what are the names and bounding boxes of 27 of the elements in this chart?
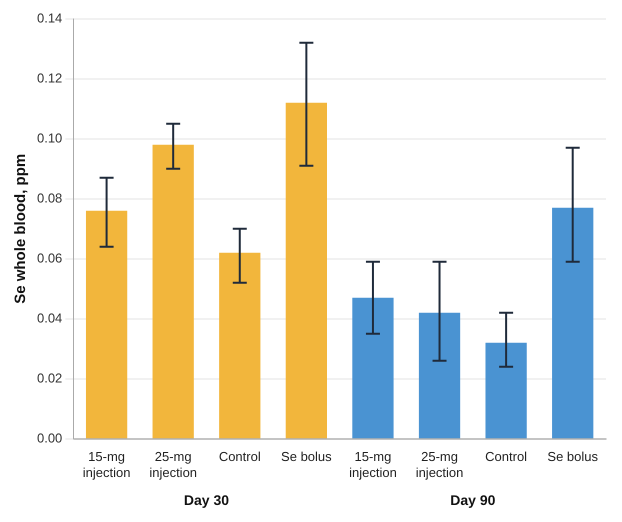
x-tick-label: 15-mg injection [349, 449, 397, 480]
bar [485, 342, 527, 438]
bar [152, 144, 194, 438]
text: Day 90 [450, 492, 496, 508]
x-tick-label: Se bolus [281, 449, 332, 464]
y-tick-label: 0.10 [36, 130, 62, 146]
x-tick-label: Control [485, 449, 528, 464]
text: Day 30 [184, 492, 230, 508]
y-tick-label: 0.06 [36, 250, 62, 266]
bar [352, 298, 394, 438]
x-tick-label: Se bolus [547, 449, 598, 464]
x-tick-label: 15-mg injection [82, 449, 130, 480]
y-tick-label: 0.00 [36, 430, 62, 446]
bar [286, 102, 327, 438]
bar [552, 208, 594, 438]
x-tick-label: Control [218, 449, 261, 464]
bar [219, 252, 260, 438]
x-tick-label: 25-mg injection [149, 449, 198, 480]
bar [418, 312, 460, 438]
y-tick-label: 0.02 [36, 370, 62, 386]
bar [86, 210, 128, 438]
y-tick-label: 0.14 [36, 10, 62, 26]
y-tick-label: 0.12 [36, 70, 62, 86]
x-tick-label: 25-mg injection [416, 449, 464, 480]
y-axis-title: Se whole blood, ppm [12, 154, 30, 304]
y-tick-label: 0.04 [36, 310, 62, 326]
y-tick-label: 0.08 [36, 190, 62, 206]
